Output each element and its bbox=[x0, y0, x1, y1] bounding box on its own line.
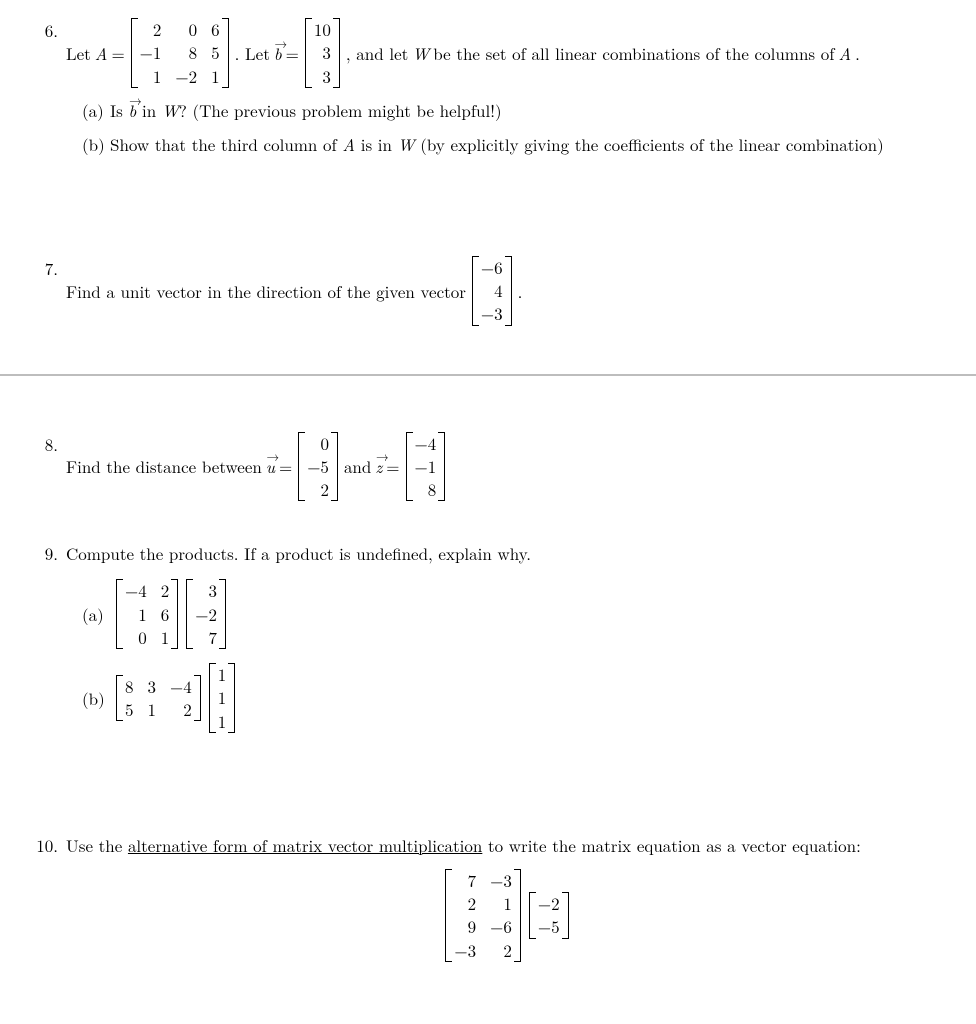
var-W: W bbox=[412, 41, 429, 65]
p6-stem: Let A = 206−1851−21 . Let b = 1033 , and… bbox=[66, 18, 948, 88]
matrix: 83−4512 bbox=[118, 675, 199, 722]
problem-body: Use the alternative form of matrix vecto… bbox=[66, 833, 948, 962]
text: ? (The previous problem might be helpful… bbox=[179, 98, 502, 122]
sublabel: (b) bbox=[82, 686, 110, 710]
text: . Let bbox=[235, 41, 270, 65]
text: Compute the products. If a product is un… bbox=[66, 541, 948, 565]
text: (by explicitly giving the coefficients o… bbox=[415, 132, 884, 156]
text: . bbox=[855, 41, 860, 65]
problem-number: 7. bbox=[28, 256, 66, 280]
subtext: Is b in W? (The previous problem might b… bbox=[110, 98, 502, 122]
sublabel: (a) bbox=[82, 98, 110, 122]
text: . bbox=[518, 279, 523, 303]
var-b: b bbox=[129, 98, 137, 122]
vector: 111 bbox=[211, 663, 234, 733]
problem-body: Let A = 206−1851−21 . Let b = 1033 , and… bbox=[66, 18, 948, 156]
text: Find a unit vector in the direction of t… bbox=[66, 279, 466, 303]
var-A: A bbox=[342, 132, 355, 156]
text: Is bbox=[110, 98, 129, 122]
text: , and let bbox=[346, 41, 408, 65]
spacer bbox=[28, 196, 948, 256]
p6a: (a) Is b in W? (The previous problem mig… bbox=[66, 98, 948, 122]
var-A: A bbox=[838, 41, 851, 65]
sublabel: (a) bbox=[82, 602, 110, 626]
problem-number: 8. bbox=[28, 432, 66, 456]
p9a: (a) −421601 3−27 bbox=[66, 579, 948, 649]
var-W: W bbox=[162, 98, 179, 122]
problem-8: 8. Find the distance between u = 0−52 an… bbox=[28, 432, 948, 502]
vector: −64−3 bbox=[474, 256, 510, 326]
p10-equation: 7−3219−6−32 −2−5 bbox=[66, 869, 948, 962]
sublabel: (b) bbox=[82, 132, 110, 156]
text: Use the bbox=[66, 833, 128, 857]
var-W: W bbox=[398, 132, 415, 156]
page-divider bbox=[0, 374, 976, 376]
problem-10: 10. Use the alternative form of matrix v… bbox=[28, 833, 948, 962]
var-b: b bbox=[274, 41, 282, 65]
problem-body: Find a unit vector in the direction of t… bbox=[66, 256, 948, 326]
var-z: z bbox=[375, 454, 382, 478]
problem-body: Find the distance between u = 0−52 and z… bbox=[66, 432, 948, 502]
p10-stem: Use the alternative form of matrix vecto… bbox=[66, 833, 948, 857]
var-A: A bbox=[95, 41, 108, 65]
text: and bbox=[344, 454, 371, 478]
text: Find the distance between bbox=[66, 454, 262, 478]
var-u: u bbox=[266, 454, 275, 478]
vector-z: −4−18 bbox=[408, 432, 444, 502]
vector-b: 1033 bbox=[307, 18, 338, 88]
subtext: Show that the third column of A is in W … bbox=[110, 132, 884, 156]
vector: −2−5 bbox=[531, 892, 567, 939]
problem-body: Compute the products. If a product is un… bbox=[66, 541, 948, 733]
text: Let bbox=[66, 41, 91, 65]
text: = bbox=[111, 41, 124, 65]
matrix-A: 206−1851−21 bbox=[133, 18, 227, 88]
text: is in bbox=[355, 132, 398, 156]
problem-6: 6. Let A = 206−1851−21 . Let b = 1033 , … bbox=[28, 18, 948, 156]
text: = bbox=[286, 41, 299, 65]
problem-number: 9. bbox=[28, 541, 66, 565]
matrix: −421601 bbox=[118, 579, 176, 649]
text: to write the matrix equation as a vector… bbox=[482, 833, 860, 857]
problem-number: 6. bbox=[28, 18, 66, 42]
text: = bbox=[279, 454, 292, 478]
vector: 3−27 bbox=[188, 579, 224, 649]
p6b: (b) Show that the third column of A is i… bbox=[66, 132, 948, 156]
spacer bbox=[28, 773, 948, 833]
problem-9: 9. Compute the products. If a product is… bbox=[28, 541, 948, 733]
matrix: 7−3219−6−32 bbox=[447, 869, 518, 962]
text: Show that the third column of bbox=[110, 132, 342, 156]
problem-7: 7. Find a unit vector in the direction o… bbox=[28, 256, 948, 326]
problem-number: 10. bbox=[28, 833, 66, 857]
p9b: (b) 83−4512 111 bbox=[66, 663, 948, 733]
vector-u: 0−52 bbox=[300, 432, 336, 502]
text: be the set of all linear combinations of… bbox=[433, 41, 834, 65]
text-underlined: alternative form of matrix vector multip… bbox=[128, 833, 482, 857]
